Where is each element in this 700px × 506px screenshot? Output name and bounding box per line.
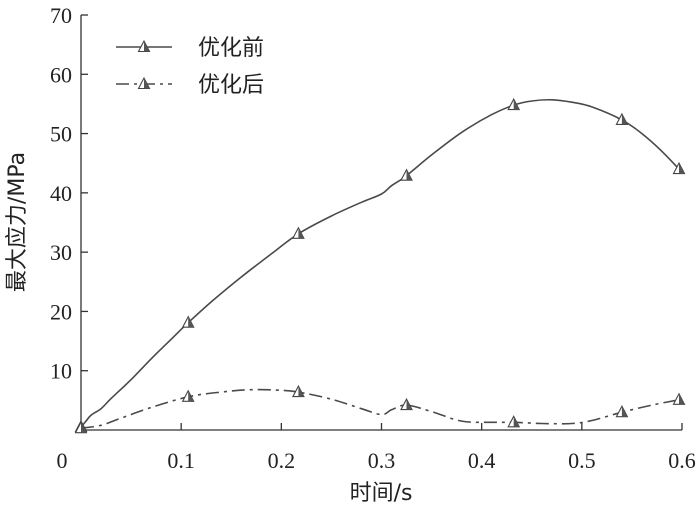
- x-tick-label: 0.4: [468, 448, 496, 473]
- series-before-marker: [615, 112, 629, 125]
- marker-shade: [81, 422, 87, 433]
- labels-layer: 0 0.1 0.2 0.3 0.4 0.5 0.6 10 20 30 40 50 60 70 时间/s 最大应…: [5, 3, 696, 506]
- legend-marker: [137, 76, 151, 90]
- series-after-marker: [507, 415, 521, 428]
- legend-label: 优化后: [198, 73, 264, 98]
- series-before-marker: [291, 226, 305, 239]
- y-tick-label: 60: [50, 62, 72, 87]
- x-tick-label: 0.1: [167, 448, 195, 473]
- marker-shade: [144, 41, 150, 52]
- y-tick-label: 40: [50, 181, 72, 206]
- y-axis-title: 最大应力/MPa: [5, 152, 30, 292]
- series-after-marker: [615, 405, 629, 418]
- y-tick-label: 70: [50, 3, 72, 28]
- series-after-marker: [672, 392, 686, 405]
- series-before-line: [80, 98, 680, 428]
- series-before-marker: [507, 97, 521, 111]
- y-tick-label: 10: [50, 359, 72, 384]
- marker-shade: [188, 316, 194, 328]
- x-tick-label: 0.2: [268, 448, 296, 473]
- markers-layer: [74, 97, 686, 434]
- marker-shade: [144, 78, 150, 89]
- series-before-marker: [672, 161, 686, 175]
- marker-shade: [406, 399, 412, 410]
- series-after-marker: [181, 389, 195, 402]
- marker-shade: [298, 386, 304, 397]
- marker-shade: [621, 113, 628, 125]
- y-tick-label: 20: [50, 299, 72, 324]
- marker-shade: [679, 393, 685, 405]
- series-layer: [80, 98, 680, 429]
- marker-shade: [298, 227, 304, 239]
- legend-item-after: 优化后: [116, 73, 264, 98]
- marker-shade: [679, 163, 685, 174]
- legend-marker: [137, 39, 151, 53]
- marker-shade: [513, 99, 520, 110]
- y-tick-label: 30: [50, 240, 72, 265]
- legend-label: 优化前: [198, 36, 264, 61]
- x-tick-label: 0: [57, 448, 68, 473]
- x-axis-title: 时间/s: [350, 481, 413, 506]
- legend-item-before: 优化前: [116, 36, 264, 61]
- x-tick-label: 0.5: [568, 448, 596, 473]
- series-after-marker: [400, 397, 413, 411]
- series-after-marker: [291, 384, 305, 398]
- tick-marks: [81, 14, 683, 430]
- series-before-marker: [400, 168, 413, 181]
- marker-shade: [621, 406, 628, 417]
- marker-shade: [188, 390, 194, 402]
- axes: [80, 15, 682, 431]
- series-before-marker: [181, 315, 195, 328]
- series-after-marker: [74, 421, 88, 434]
- series-after-line: [80, 388, 680, 429]
- marker-shade: [513, 416, 520, 427]
- marker-shade: [406, 169, 412, 181]
- x-tick-label: 0.6: [668, 448, 696, 473]
- y-tick-label: 50: [50, 122, 72, 147]
- x-tick-label: 0.3: [368, 448, 396, 473]
